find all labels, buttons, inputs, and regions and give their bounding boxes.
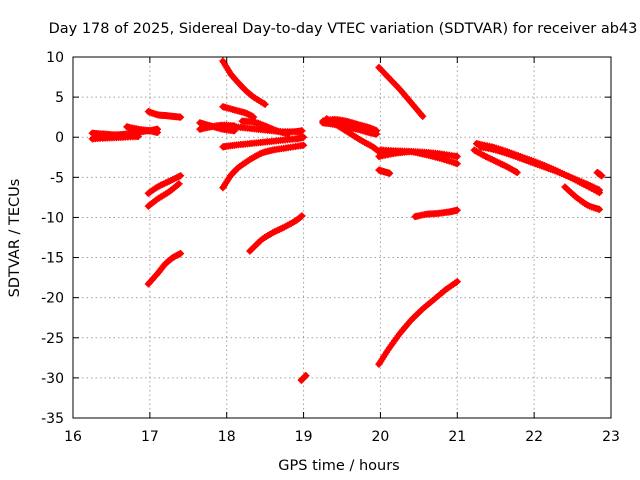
data-point-marker — [598, 172, 606, 180]
data-point-marker — [418, 111, 426, 119]
data-point-marker — [453, 152, 461, 160]
series-arc-26 — [411, 206, 461, 221]
data-point-marker — [247, 246, 255, 254]
y-tick-label: -5 — [50, 170, 64, 186]
data-point-marker — [177, 113, 185, 121]
data-point-marker — [500, 161, 508, 169]
data-point-marker — [482, 152, 490, 160]
y-tick-label: -30 — [41, 371, 64, 387]
y-tick-label: -15 — [41, 251, 64, 267]
data-point-marker — [155, 182, 163, 190]
y-tick-label: -35 — [41, 411, 64, 427]
y-tick-label: 5 — [55, 90, 64, 106]
plot-frame — [72, 56, 612, 419]
data-point-marker — [453, 206, 461, 214]
x-tick-label: 18 — [218, 429, 236, 445]
y-tick-label: 0 — [55, 130, 64, 146]
chart-title: Day 178 of 2025, Sidereal Day-to-day VTE… — [49, 21, 638, 37]
y-axis-title: SDTVAR / TECUs — [7, 179, 23, 298]
y-tick-label: 10 — [46, 50, 64, 66]
y-tick-label: -10 — [41, 210, 64, 226]
data-point-marker — [174, 180, 182, 188]
series-arc-28 — [470, 146, 521, 177]
data-point-marker — [419, 112, 427, 120]
data-series — [88, 57, 606, 384]
y-axis: 10 5 0 -5 -10 -15 -20 -25 -30 -35 — [41, 50, 611, 427]
series-arc-16 — [219, 141, 308, 192]
series-arc-14 — [238, 117, 292, 138]
x-tick-label: 16 — [64, 429, 82, 445]
series-arc-06 — [144, 172, 185, 197]
y-tick-label: -25 — [41, 331, 64, 347]
x-tick-label: 19 — [295, 429, 313, 445]
series-arc-31 — [561, 183, 603, 213]
series-arc-32 — [593, 169, 606, 180]
x-axis: 16 17 18 19 20 21 22 23 — [64, 57, 620, 445]
gridlines — [73, 57, 611, 418]
data-point-marker — [595, 205, 603, 213]
data-point-marker — [154, 125, 162, 133]
data-point-marker — [383, 71, 391, 79]
data-point-marker — [452, 278, 460, 286]
series-arc-08 — [144, 250, 185, 288]
data-point-marker — [302, 371, 310, 379]
data-point-marker — [298, 212, 306, 220]
series-arc-05 — [144, 108, 185, 121]
data-point-marker — [595, 186, 603, 194]
x-tick-label: 21 — [448, 429, 466, 445]
series-arc-12 — [219, 57, 269, 108]
data-point-marker — [384, 73, 392, 81]
series-arc-18 — [297, 371, 310, 384]
series-arc-22 — [375, 63, 427, 120]
data-point-marker — [300, 133, 308, 141]
data-point-marker — [513, 169, 521, 177]
data-point-marker — [261, 100, 269, 108]
series-arc-17 — [246, 212, 306, 255]
data-point-marker — [380, 68, 388, 76]
x-tick-label: 22 — [525, 429, 543, 445]
data-point-marker — [298, 127, 306, 135]
series-arc-07 — [144, 180, 183, 210]
data-point-marker — [373, 130, 381, 138]
x-axis-title: GPS time / hours — [278, 458, 399, 474]
series-arc-27 — [375, 278, 461, 368]
data-point-marker — [453, 278, 461, 286]
series-arc-04 — [127, 125, 162, 137]
data-point-marker — [300, 141, 308, 149]
x-tick-label: 23 — [602, 429, 620, 445]
series-arc-15 — [219, 133, 308, 151]
data-point-marker — [386, 169, 394, 177]
data-point-marker — [453, 160, 461, 168]
series-arc-30 — [476, 143, 603, 194]
data-point-marker — [381, 70, 389, 78]
data-point-marker — [177, 250, 185, 258]
data-point-marker — [480, 152, 488, 160]
x-tick-label: 20 — [372, 429, 390, 445]
series-arc-25 — [375, 166, 394, 177]
y-tick-label: -20 — [41, 291, 64, 307]
x-tick-label: 17 — [141, 429, 159, 445]
data-point-marker — [177, 172, 185, 180]
series-arc-24 — [376, 146, 461, 168]
data-point-marker — [175, 180, 183, 188]
